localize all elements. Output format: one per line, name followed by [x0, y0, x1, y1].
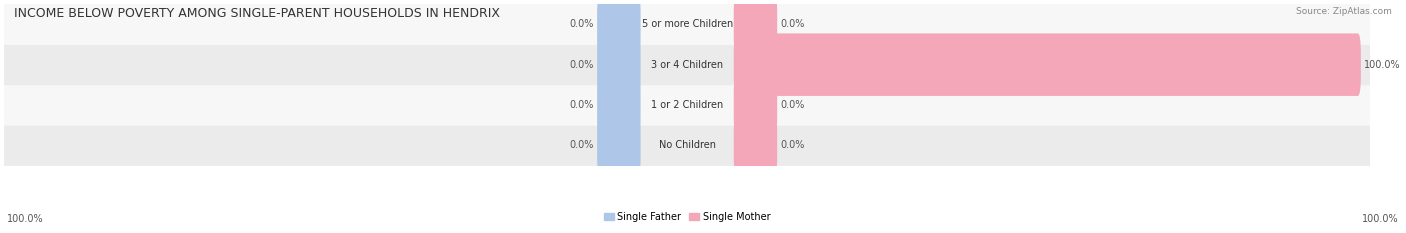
FancyBboxPatch shape [4, 84, 1371, 126]
FancyBboxPatch shape [598, 114, 641, 177]
Text: 3 or 4 Children: 3 or 4 Children [651, 60, 723, 70]
Text: 0.0%: 0.0% [569, 19, 593, 29]
FancyBboxPatch shape [598, 0, 641, 56]
Text: 0.0%: 0.0% [569, 60, 593, 70]
FancyBboxPatch shape [4, 4, 1371, 45]
Text: 0.0%: 0.0% [569, 140, 593, 150]
Text: 100.0%: 100.0% [7, 214, 44, 224]
Text: 0.0%: 0.0% [569, 100, 593, 110]
Text: 0.0%: 0.0% [780, 19, 804, 29]
Text: 5 or more Children: 5 or more Children [641, 19, 733, 29]
FancyBboxPatch shape [598, 74, 641, 136]
Text: INCOME BELOW POVERTY AMONG SINGLE-PARENT HOUSEHOLDS IN HENDRIX: INCOME BELOW POVERTY AMONG SINGLE-PARENT… [14, 7, 501, 20]
Text: 0.0%: 0.0% [780, 140, 804, 150]
FancyBboxPatch shape [734, 33, 1361, 96]
FancyBboxPatch shape [734, 0, 778, 56]
Text: No Children: No Children [658, 140, 716, 150]
Text: 1 or 2 Children: 1 or 2 Children [651, 100, 723, 110]
FancyBboxPatch shape [598, 33, 641, 96]
FancyBboxPatch shape [4, 125, 1371, 166]
Text: 100.0%: 100.0% [1364, 60, 1400, 70]
Legend: Single Father, Single Mother: Single Father, Single Mother [603, 212, 770, 222]
FancyBboxPatch shape [734, 114, 778, 177]
Text: 100.0%: 100.0% [1362, 214, 1399, 224]
FancyBboxPatch shape [4, 44, 1371, 85]
FancyBboxPatch shape [734, 74, 778, 136]
Text: 0.0%: 0.0% [780, 100, 804, 110]
Text: Source: ZipAtlas.com: Source: ZipAtlas.com [1296, 7, 1392, 16]
